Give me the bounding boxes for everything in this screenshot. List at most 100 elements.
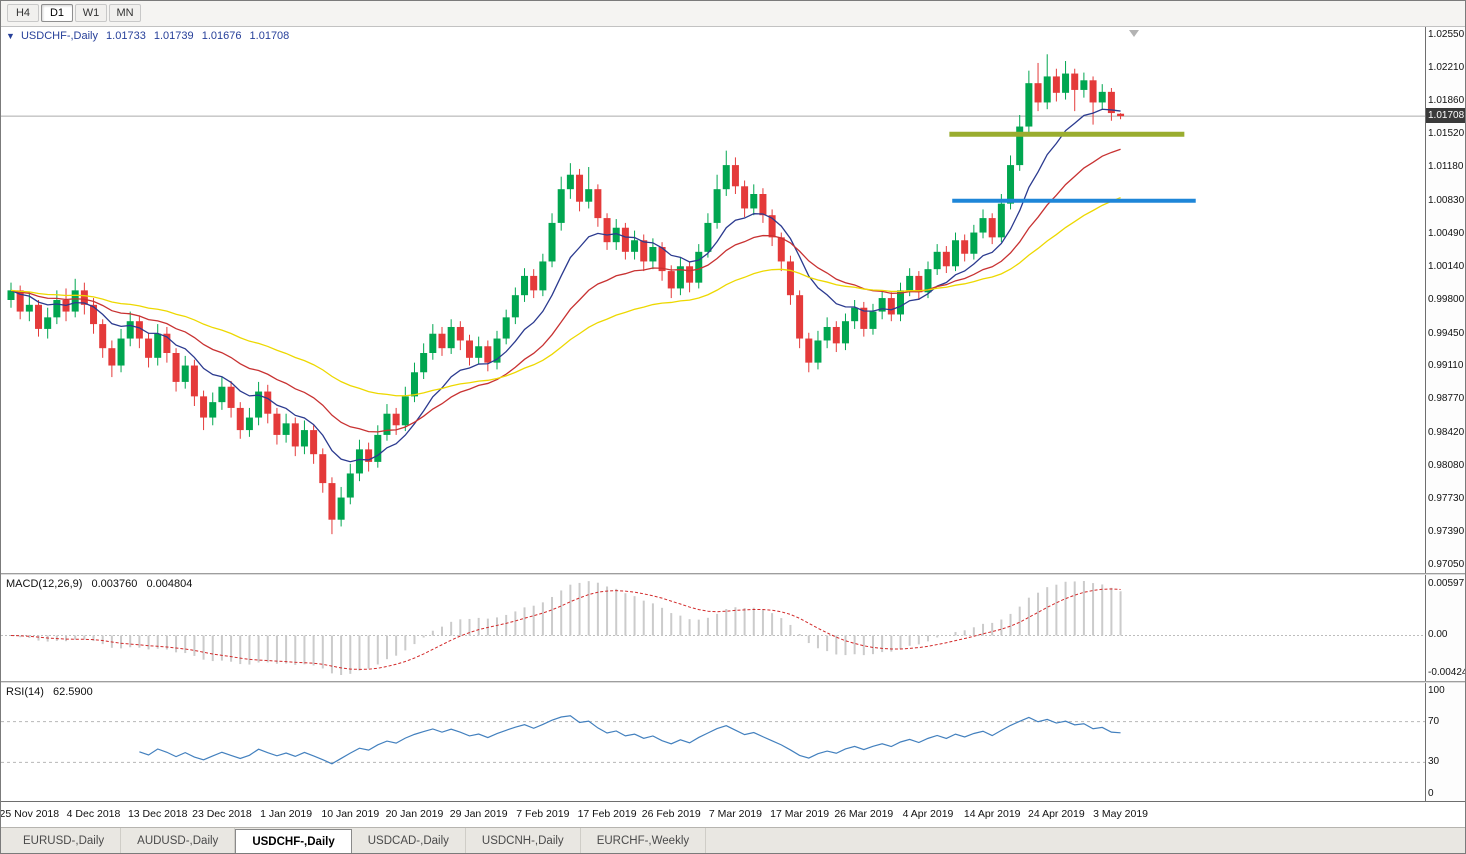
candle	[108, 340, 116, 378]
timeframe-button-mn[interactable]: MN	[109, 4, 141, 22]
candle	[90, 298, 98, 334]
rsi-axis[interactable]: 100 70 30 0	[1425, 683, 1465, 801]
candle	[1062, 61, 1070, 100]
date-axis-label: 26 Feb 2019	[641, 808, 701, 820]
chart-title-arrow-icon[interactable]: ▼	[6, 31, 15, 41]
tab-eurusd-daily[interactable]: EURUSD-,Daily	[7, 828, 122, 853]
price-axis-label: 0.99110	[1428, 360, 1464, 372]
candle	[273, 407, 281, 445]
candle	[227, 380, 235, 418]
chart-shift-marker-icon[interactable]	[1129, 30, 1139, 37]
candle	[952, 232, 960, 272]
candle	[410, 362, 418, 403]
candle	[383, 404, 391, 441]
candle	[420, 343, 428, 380]
candle	[603, 213, 611, 250]
tab-audusd-daily[interactable]: AUDUSD-,Daily	[121, 828, 236, 853]
price-axis-label: 1.00140	[1428, 261, 1465, 273]
panel-splitter[interactable]	[1, 681, 1465, 683]
candle	[493, 330, 501, 370]
candle	[200, 390, 208, 431]
price-axis-label: 0.97390	[1428, 526, 1465, 538]
candle	[539, 253, 547, 297]
macd-chart[interactable]	[1, 575, 1425, 681]
price-axis-label: 1.00830	[1428, 194, 1465, 206]
candle	[44, 307, 52, 339]
ohlc-high-value: 1.01739	[153, 30, 194, 42]
ohlc-close-value: 1.01708	[249, 30, 290, 42]
tab-usdcnh-daily[interactable]: USDCNH-,Daily	[466, 828, 581, 853]
tab-eurchf-weekly[interactable]: EURCHF-,Weekly	[581, 828, 707, 853]
candle	[236, 402, 244, 439]
timeframe-button-w1[interactable]: W1	[75, 4, 107, 22]
candle	[915, 271, 923, 300]
ma-mid-line	[10, 148, 1121, 433]
candle	[686, 261, 694, 293]
candle	[832, 321, 840, 353]
tab-usdcad-daily[interactable]: USDCAD-,Daily	[352, 828, 466, 853]
candle	[841, 313, 849, 351]
candle	[145, 332, 153, 368]
candlestick-chart[interactable]	[1, 27, 1425, 573]
macd-axis-zero-label: 0.00	[1428, 629, 1448, 641]
candle	[805, 332, 813, 373]
timeframe-toolbar: H4 D1 W1 MN	[1, 1, 1465, 27]
candle	[245, 407, 253, 437]
rsi-chart[interactable]	[1, 683, 1425, 801]
panel-splitter[interactable]	[1, 573, 1465, 575]
tab-usdchf-daily[interactable]: USDCHF-,Daily	[235, 829, 352, 853]
rsi-indicator-panel[interactable]: RSI(14) 62.5900 100 70 30 0	[1, 683, 1465, 801]
candle	[585, 167, 593, 209]
candle	[163, 326, 171, 363]
candle	[1107, 88, 1115, 121]
candle	[71, 278, 79, 318]
macd-axis-min-label: -0.004243	[1428, 667, 1465, 678]
candle	[750, 184, 758, 216]
candle	[961, 234, 969, 262]
candle	[310, 425, 318, 464]
candle	[438, 326, 446, 356]
macd-signal-line	[10, 588, 1121, 670]
candle	[1117, 113, 1125, 120]
candle	[869, 303, 877, 335]
candle	[667, 265, 675, 299]
date-axis-label: 20 Jan 2019	[385, 808, 444, 820]
chart-tab-bar: EURUSD-,Daily AUDUSD-,Daily USDCHF-,Daily U…	[1, 827, 1465, 853]
macd-main-value: 0.003760	[91, 578, 138, 590]
candle	[548, 213, 556, 268]
candle	[25, 292, 33, 322]
candle	[456, 321, 464, 351]
candle	[860, 301, 868, 337]
candle	[7, 282, 15, 308]
candle	[392, 407, 400, 435]
date-axis-label: 26 Mar 2019	[834, 808, 894, 820]
candle	[576, 168, 584, 212]
candle	[429, 324, 437, 360]
candle	[1043, 54, 1051, 110]
price-axis-label: 0.98080	[1428, 459, 1465, 471]
candle	[172, 348, 180, 392]
macd-axis-max-label: 0.00597	[1428, 578, 1465, 589]
candle	[851, 300, 859, 329]
candle	[466, 334, 473, 366]
price-chart-panel[interactable]: ▼ USDCHF-,Daily 1.01733 1.01739 1.01676 …	[1, 27, 1465, 573]
rsi-label: RSI(14)	[6, 686, 44, 698]
price-axis-label: 1.00490	[1428, 227, 1465, 239]
candle	[676, 257, 684, 296]
candle	[887, 292, 895, 322]
date-axis[interactable]: 25 Nov 2018 4 Dec 2018 13 Dec 2018 23 Dec 2…	[1, 801, 1465, 827]
timeframe-button-d1[interactable]: D1	[41, 4, 73, 22]
macd-axis[interactable]: 0.00597 0.00 -0.004243	[1425, 575, 1465, 681]
macd-indicator-panel[interactable]: MACD(12,26,9) 0.003760 0.004804 0.00597 …	[1, 575, 1465, 681]
candle	[823, 317, 831, 349]
candle	[521, 268, 529, 302]
timeframe-button-h4[interactable]: H4	[7, 4, 39, 22]
candle	[988, 213, 996, 245]
candle	[1089, 76, 1097, 125]
date-axis-label: 17 Mar 2019	[770, 808, 830, 820]
candle	[713, 174, 721, 229]
candle	[135, 315, 143, 349]
candle	[117, 328, 125, 373]
candle	[566, 163, 574, 199]
candle	[704, 213, 712, 258]
